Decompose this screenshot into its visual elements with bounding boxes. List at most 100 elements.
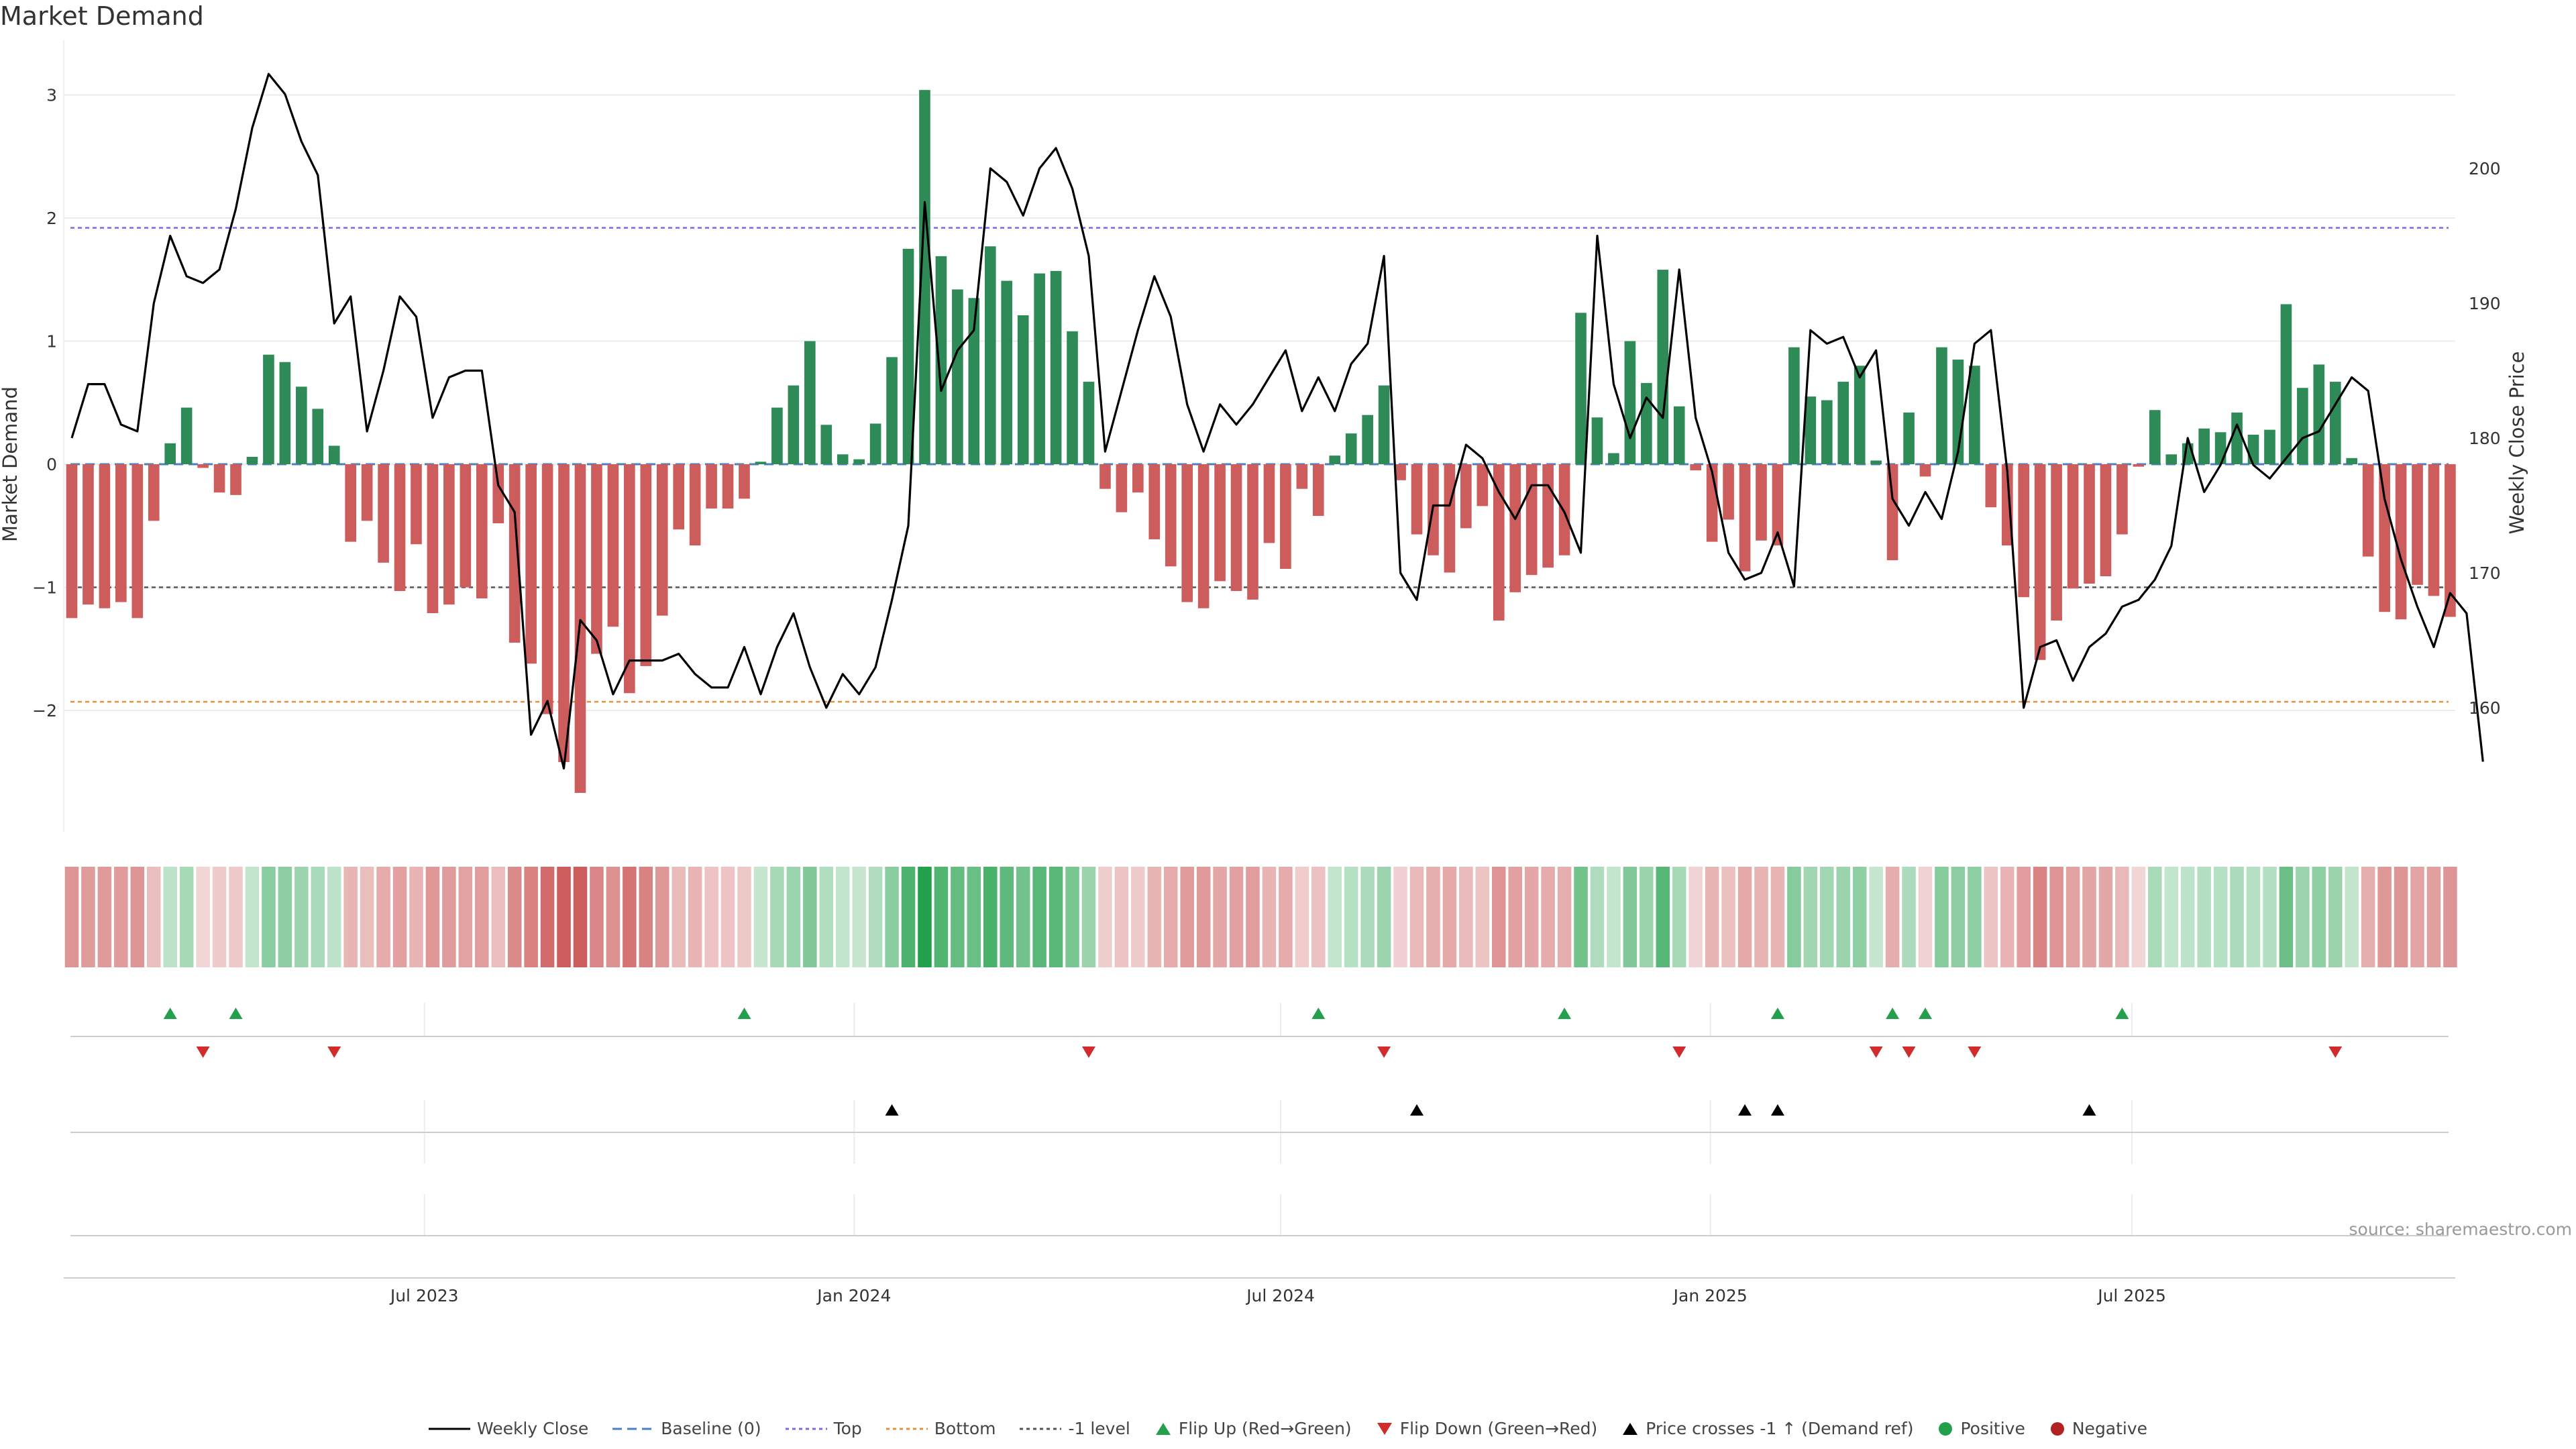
legend-label: Price crosses -1 ↑ (Demand ref) xyxy=(1646,1419,1914,1438)
demand-bar xyxy=(656,464,668,616)
demand-bar xyxy=(2445,464,2456,617)
flip-down-marker xyxy=(1377,1046,1391,1058)
demand-bar xyxy=(1542,464,1554,568)
heat-cell xyxy=(1377,867,1391,967)
heat-cell xyxy=(753,867,768,967)
heat-cell xyxy=(1262,867,1277,967)
demand-bar xyxy=(1525,464,1538,576)
heat-cell xyxy=(983,867,998,967)
heat-cell xyxy=(1000,867,1014,967)
x-tick-label: Jan 2024 xyxy=(816,1286,891,1305)
demand-bar xyxy=(837,454,849,464)
y2-tick-label: 160 xyxy=(2469,698,2501,718)
heat-cell xyxy=(1640,867,1654,967)
heat-cell xyxy=(1852,867,1867,967)
heat-cell xyxy=(2296,867,2310,967)
legend-item: Price crosses -1 ↑ (Demand ref) xyxy=(1621,1419,1913,1438)
demand-bar xyxy=(788,385,800,464)
demand-bar xyxy=(1936,347,1947,464)
demand-bar xyxy=(689,464,701,546)
legend-label: -1 level xyxy=(1068,1419,1130,1438)
heat-cell xyxy=(1984,867,1998,967)
heat-cell xyxy=(196,867,210,967)
heat-cell xyxy=(1770,867,1785,967)
legend-label: Negative xyxy=(2072,1419,2148,1438)
demand-bar xyxy=(460,464,472,588)
demand-bar xyxy=(443,464,455,605)
heat-cell xyxy=(1426,867,1440,967)
demand-bar xyxy=(312,409,324,464)
heat-cell xyxy=(655,867,669,967)
heat-cell xyxy=(901,867,916,967)
flip-down-marker xyxy=(1902,1046,1916,1058)
demand-bar xyxy=(115,464,127,602)
demand-bar xyxy=(1296,464,1308,489)
heat-cell xyxy=(2049,867,2063,967)
price-cross-marker xyxy=(2082,1104,2096,1116)
demand-bar xyxy=(2084,464,2095,584)
demand-bar xyxy=(984,246,996,464)
demand-bar xyxy=(1378,385,1390,464)
demand-bar xyxy=(1280,464,1291,569)
flip-up-marker xyxy=(1558,1008,1572,1019)
heat-cell xyxy=(2164,867,2179,967)
demand-bar xyxy=(2133,464,2145,467)
legend-label: Bottom xyxy=(934,1419,996,1438)
demand-bar xyxy=(1723,464,1734,520)
x-tick-label: Jul 2023 xyxy=(389,1286,459,1305)
heat-cell xyxy=(1328,867,1342,967)
x-tick-label: Jan 2025 xyxy=(1672,1286,1748,1305)
heat-cell xyxy=(1065,867,1079,967)
heat-cell xyxy=(376,867,390,967)
x-tick-label: Jul 2024 xyxy=(1245,1286,1315,1305)
heat-cell xyxy=(2345,867,2359,967)
heat-cell xyxy=(672,867,686,967)
y2-tick-label: 170 xyxy=(2469,564,2501,583)
demand-bar xyxy=(935,256,947,464)
demand-bar xyxy=(640,464,652,666)
heat-cell xyxy=(1016,867,1030,967)
demand-bar xyxy=(2346,458,2358,464)
demand-bar xyxy=(591,464,602,654)
demand-bars xyxy=(66,90,2456,793)
heat-cell xyxy=(360,867,374,967)
heat-cell xyxy=(1951,867,1966,967)
flip-up-marker xyxy=(737,1008,751,1019)
heat-cell xyxy=(852,867,866,967)
heat-cell xyxy=(262,867,276,967)
heat-cell xyxy=(2443,867,2457,967)
demand-bar xyxy=(968,298,980,464)
demand-bar xyxy=(2067,464,2079,589)
x-axis: Jul 2023 Jan 2024 Jul 2024 Jan 2025 Jul 2025 xyxy=(64,1277,2455,1305)
heat-cell xyxy=(229,867,243,967)
y-tick-label: −2 xyxy=(32,701,57,720)
demand-bar xyxy=(952,289,963,464)
demand-bar xyxy=(2280,304,2292,464)
heat-cell xyxy=(2361,867,2375,967)
heat-cell xyxy=(573,867,588,967)
heat-cell xyxy=(967,867,981,967)
demand-bar xyxy=(1181,464,1193,602)
heat-cell xyxy=(934,867,949,967)
demand-bar xyxy=(148,464,160,521)
legend-label: Weekly Close xyxy=(476,1419,589,1438)
demand-bar xyxy=(2149,410,2161,464)
heat-cell xyxy=(1295,867,1309,967)
grid xyxy=(63,40,2455,832)
demand-bar xyxy=(1460,464,1472,529)
heat-cell xyxy=(311,867,325,967)
flip-up-marker xyxy=(2115,1008,2129,1019)
demand-bar xyxy=(1821,400,1833,464)
axes: −2 −1 0 1 2 3 Market Demand 160 170 180 190 200 Week… xyxy=(0,86,2528,721)
demand-bar xyxy=(213,464,225,493)
demand-bar xyxy=(1165,464,1177,567)
demand-bar xyxy=(902,248,914,464)
legend-item: Flip Up (Red→Green) xyxy=(1155,1419,1352,1438)
heat-cell xyxy=(2098,867,2113,967)
demand-bar xyxy=(1263,464,1275,543)
demand-bar xyxy=(1362,415,1373,464)
heat-cell xyxy=(1902,867,1916,967)
demand-bar xyxy=(246,456,258,464)
flip-down-marker xyxy=(1869,1046,1883,1058)
demand-bar xyxy=(804,341,816,464)
